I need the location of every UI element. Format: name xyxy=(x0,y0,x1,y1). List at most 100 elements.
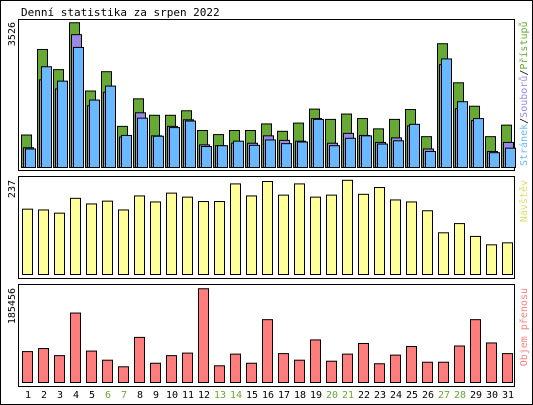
visits-bar xyxy=(390,199,401,275)
visits-panel-frame xyxy=(18,176,515,279)
visits-bar xyxy=(278,194,289,275)
kbytes-bar xyxy=(38,348,49,384)
kbytes-bar xyxy=(118,366,129,384)
legend-hits: Přístupů xyxy=(518,21,530,69)
pages-bar xyxy=(489,152,500,169)
pages-bar xyxy=(393,140,404,168)
visits-bar xyxy=(422,210,433,275)
kbytes-bar xyxy=(502,353,513,383)
kbytes-bar xyxy=(454,345,465,383)
day-label: 2 xyxy=(41,390,47,401)
pages-bar xyxy=(329,145,340,168)
visits-bar xyxy=(374,187,385,275)
kbytes-bar xyxy=(342,353,353,383)
kbytes-bar xyxy=(150,362,161,384)
kbytes-legend: Objem přenosu xyxy=(518,288,530,366)
visits-bar xyxy=(54,212,65,275)
visits-bar xyxy=(214,201,225,275)
kbytes-panel-frame xyxy=(18,284,515,387)
pages-bar xyxy=(201,146,212,168)
kbytes-bar xyxy=(406,346,417,384)
visits-bar xyxy=(182,196,193,275)
visits-bar xyxy=(166,192,177,275)
pages-bar xyxy=(425,150,436,168)
day-label: 27 xyxy=(438,390,450,401)
pages-bar xyxy=(41,66,52,168)
pages-bar xyxy=(73,46,84,168)
visits-ymax-label: 237 xyxy=(7,180,18,198)
day-label: 8 xyxy=(137,390,143,401)
day-label: 3 xyxy=(57,390,63,401)
kbytes-bar xyxy=(182,352,193,384)
day-label: 6 xyxy=(105,390,111,401)
visits-bar xyxy=(246,195,257,275)
visits-bar xyxy=(454,223,465,276)
pages-bar xyxy=(89,99,100,168)
visits-bar xyxy=(438,232,449,276)
pages-bar xyxy=(169,127,180,168)
pages-bar xyxy=(505,147,516,168)
pages-bar xyxy=(313,118,324,168)
day-label: 10 xyxy=(166,390,178,401)
visits-bar xyxy=(38,209,49,276)
pages-bar xyxy=(297,141,308,169)
kbytes-bar xyxy=(134,336,145,383)
day-label: 26 xyxy=(422,390,434,401)
kbytes-bar xyxy=(326,360,337,384)
kbytes-ymax-label: 185456 xyxy=(7,288,18,324)
kbytes-bar xyxy=(470,319,481,383)
day-label: 11 xyxy=(182,390,194,401)
kbytes-bar xyxy=(70,312,81,383)
visits-bar xyxy=(150,201,161,275)
kbytes-bar xyxy=(486,342,497,384)
visits-legend: Návštěv xyxy=(518,180,530,222)
day-label: 12 xyxy=(198,390,210,401)
pages-bar xyxy=(57,80,68,168)
kbytes-bar xyxy=(390,354,401,384)
day-label: 9 xyxy=(153,390,159,401)
visits-bar xyxy=(134,195,145,275)
visits-bar xyxy=(198,201,209,275)
day-label: 18 xyxy=(294,390,306,401)
kbytes-bar xyxy=(294,359,305,383)
visits-bar xyxy=(502,242,513,275)
kbytes-bar xyxy=(230,353,241,383)
day-label: 29 xyxy=(470,390,482,401)
day-label: 20 xyxy=(326,390,338,401)
day-label: 4 xyxy=(73,390,79,401)
pages-bar xyxy=(137,117,148,168)
day-label: 7 xyxy=(121,390,127,401)
visits-bar xyxy=(22,208,33,275)
pages-bar xyxy=(281,143,292,168)
pages-bar xyxy=(153,135,164,169)
visits-bar xyxy=(358,193,369,275)
pages-bar xyxy=(457,101,468,168)
hits-ymax-label: 3526 xyxy=(7,22,18,46)
day-label: 16 xyxy=(262,390,274,401)
pages-bar xyxy=(377,143,388,169)
legend-separator-1: / xyxy=(519,118,530,124)
day-label: 19 xyxy=(310,390,322,401)
day-label: 22 xyxy=(358,390,370,401)
day-label: 31 xyxy=(502,390,514,401)
kbytes-bar xyxy=(54,355,65,383)
pages-bar xyxy=(409,123,420,169)
day-label: 25 xyxy=(406,390,418,401)
kbytes-bar xyxy=(310,339,321,383)
day-label: 21 xyxy=(342,390,354,401)
legend-files: Souborů xyxy=(518,76,530,118)
kbytes-bar xyxy=(438,361,449,383)
pages-bar xyxy=(361,135,372,168)
kbytes-bar xyxy=(166,355,177,383)
day-label: 5 xyxy=(89,390,95,401)
bars-layer xyxy=(21,22,516,384)
x-axis-labels: 1 2 3 4 5 6 7 8 9 10 11 12 13 14 15 16 17 18 19 20 21 22 23 24 2… xyxy=(25,390,514,401)
kbytes-bar xyxy=(246,362,257,384)
pages-bar xyxy=(105,85,116,168)
pages-bar xyxy=(121,134,132,169)
pages-bar xyxy=(25,148,36,169)
visits-bar xyxy=(230,183,241,275)
pages-bar xyxy=(249,144,260,168)
visits-bar xyxy=(86,203,97,275)
